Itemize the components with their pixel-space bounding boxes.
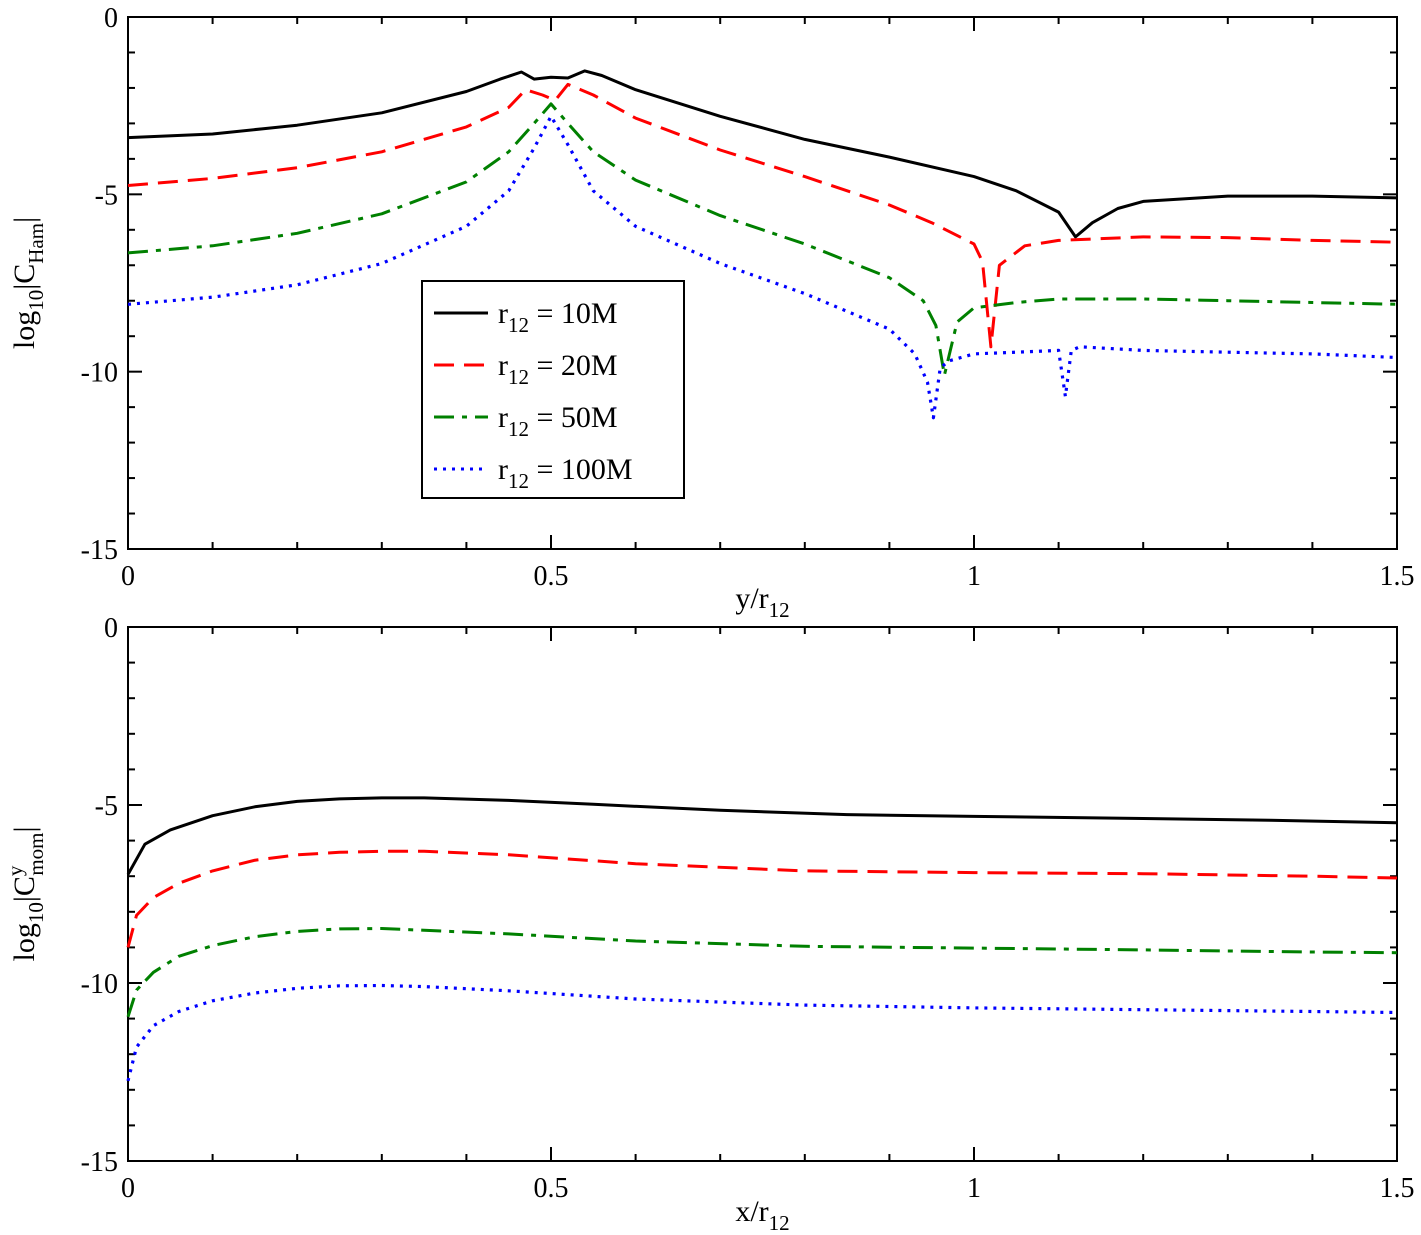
legend-entry-label: r12 = 50M bbox=[498, 401, 618, 441]
x-tick-label: 1 bbox=[967, 561, 981, 592]
y-axis-label: log10|CHam| bbox=[8, 217, 48, 349]
series-line-dash-dot bbox=[127, 102, 1398, 377]
x-axis-label: x/r12 bbox=[735, 1195, 789, 1235]
x-tick-label: 0 bbox=[121, 1173, 135, 1204]
series-line-solid bbox=[127, 69, 1398, 239]
y-tick-label: 0 bbox=[104, 3, 118, 34]
x-tick-label: 0.5 bbox=[534, 561, 569, 592]
x-tick-label: 1.5 bbox=[1380, 561, 1415, 592]
series-line-dotted bbox=[127, 114, 1398, 420]
y-tick-label: 0 bbox=[104, 613, 118, 644]
y-tick-label: -15 bbox=[81, 535, 118, 566]
legend-box bbox=[421, 280, 685, 499]
plot-frame bbox=[127, 16, 1398, 550]
series-line-dash-dot bbox=[126, 927, 1398, 1018]
series-line-dashed bbox=[127, 82, 1398, 349]
plot-frame bbox=[127, 626, 1398, 1162]
y-axis-label: log10|Cymom| bbox=[3, 826, 48, 961]
hamiltonian-constraint-plot: 0 0.5 1 1.5 0 -5 -10 -15 y/r12 log10|CHam| r12 = 1… bbox=[8, 3, 1415, 622]
x-axis-label: y/r12 bbox=[735, 582, 789, 622]
series-line-solid bbox=[126, 796, 1398, 876]
momentum-constraint-plot: 0 0.5 1 1.5 0 -5 -10 -15 x/r12 log10|Cymom| bbox=[3, 613, 1415, 1235]
series-line-dotted bbox=[126, 983, 1398, 1082]
y-tick-label: -10 bbox=[81, 969, 118, 1000]
y-tick-label: -10 bbox=[81, 358, 118, 389]
x-tick-label: 0.5 bbox=[534, 1173, 569, 1204]
x-tick-label: 0 bbox=[121, 561, 135, 592]
x-tick-label: 1 bbox=[967, 1173, 981, 1204]
y-tick-label: -5 bbox=[95, 180, 118, 211]
y-tick-label: -15 bbox=[81, 1147, 118, 1178]
y-tick-label: -5 bbox=[95, 791, 118, 822]
legend: r12 = 10M r12 = 20M r12 = 50M r12 = 100M bbox=[421, 280, 685, 499]
series-line-dashed bbox=[126, 849, 1398, 948]
legend-entry-label: r12 = 10M bbox=[498, 297, 618, 337]
legend-entry-label: r12 = 100M bbox=[498, 453, 633, 493]
x-tick-label: 1.5 bbox=[1380, 1173, 1415, 1204]
legend-entry-label: r12 = 20M bbox=[498, 349, 618, 389]
